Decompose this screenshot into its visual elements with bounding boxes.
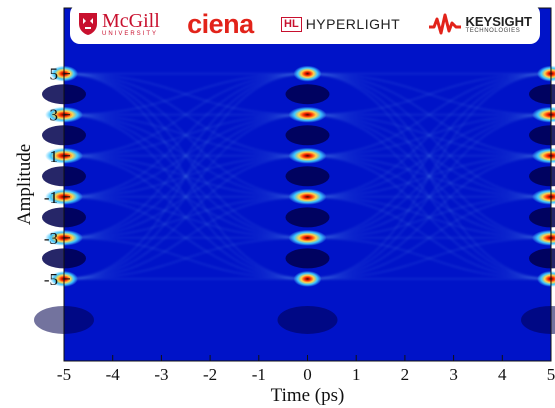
eye-trace (63, 114, 308, 280)
eye-opening (285, 248, 330, 269)
x-tick-label: 0 (303, 365, 312, 384)
eye-trace (63, 73, 308, 157)
mcgill-logo: McGill UNIVERSITY (78, 11, 160, 37)
mcgill-crest-icon (79, 13, 97, 35)
x-tick-label: -4 (106, 365, 121, 384)
x-tick-label: -3 (154, 365, 168, 384)
sponsor-logo-bar: McGill UNIVERSITY ciena HL HYPERLIGHT KE… (70, 4, 540, 44)
eye-opening (529, 207, 555, 228)
level-hotspot (293, 65, 322, 82)
eye-trace (63, 73, 308, 116)
x-axis-label: Time (ps) (271, 385, 345, 406)
x-tick-label: 5 (547, 365, 555, 384)
hyperlight-wordmark: HYPERLIGHT (305, 16, 401, 32)
eye-trace (63, 237, 308, 280)
keysight-logo: KEYSIGHT TECHNOLOGIES (428, 13, 532, 35)
level-hotspot (532, 229, 555, 246)
ciena-logo: ciena (187, 9, 254, 40)
x-axis-ticks: -5 -4 -3 -2 -1 0 1 2 3 4 5 (57, 355, 555, 384)
eye-opening (529, 84, 555, 105)
eye-trace (63, 73, 308, 280)
level-hotspot (288, 229, 327, 246)
eye-trace (307, 237, 552, 280)
level-hotspot (288, 188, 327, 205)
eye-opening (529, 125, 555, 146)
y-axis-label: Amplitude (14, 144, 35, 225)
eye-trace (63, 196, 308, 280)
keysight-wordmark: KEYSIGHT (465, 13, 532, 29)
ciena-wordmark: ciena (187, 8, 254, 39)
level-hotspot (288, 106, 327, 123)
eye-outer-region (521, 305, 555, 334)
x-tick-label: 1 (352, 365, 361, 384)
level-hotspot (532, 106, 555, 123)
y-tick-label: -1 (44, 188, 58, 207)
x-tick-label: -1 (252, 365, 266, 384)
y-tick-label: 3 (50, 106, 59, 125)
eye-trace (307, 196, 552, 280)
level-hotspot (532, 147, 555, 164)
hyperlight-mark: HL (281, 16, 302, 32)
eye-trace (307, 73, 552, 280)
x-tick-label: 2 (401, 365, 410, 384)
mcgill-subtitle: UNIVERSITY (102, 31, 159, 37)
eye-trace (63, 73, 308, 239)
eye-opening (285, 207, 330, 228)
eye-opening (285, 125, 330, 146)
y-axis-ticks: -5 -3 -1 1 3 5 (44, 65, 70, 289)
eye-outer-region (277, 305, 338, 334)
eye-trace (63, 155, 308, 280)
eye-opening (529, 166, 555, 187)
eye-trace (307, 73, 552, 239)
x-tick-label: 4 (498, 365, 507, 384)
eye-trace (307, 114, 552, 280)
x-tick-label: -5 (57, 365, 71, 384)
eye-trace (307, 155, 552, 280)
eye-opening (285, 166, 330, 187)
eye-opening (529, 248, 555, 269)
x-tick-label: -2 (203, 365, 217, 384)
hyperlight-logo: HL HYPERLIGHT (281, 16, 400, 32)
level-hotspot (532, 188, 555, 205)
y-tick-label: 5 (50, 65, 59, 84)
level-hotspots (45, 65, 555, 287)
y-tick-label: 1 (50, 147, 59, 166)
eye-trace (307, 73, 552, 198)
y-tick-label: -3 (44, 229, 58, 248)
eye-trace (307, 73, 552, 157)
plot-area (34, 8, 555, 361)
level-hotspot (288, 147, 327, 164)
eye-opening (285, 84, 330, 105)
eye-traces (63, 73, 552, 280)
mcgill-name: McGill (102, 10, 160, 32)
y-tick-label: -5 (44, 270, 58, 289)
keysight-wave-icon (428, 13, 461, 35)
eye-trace (307, 73, 552, 116)
eye-trace (63, 73, 308, 198)
keysight-subtitle: TECHNOLOGIES (465, 27, 521, 34)
level-hotspot (293, 270, 322, 287)
x-tick-label: 3 (449, 365, 458, 384)
